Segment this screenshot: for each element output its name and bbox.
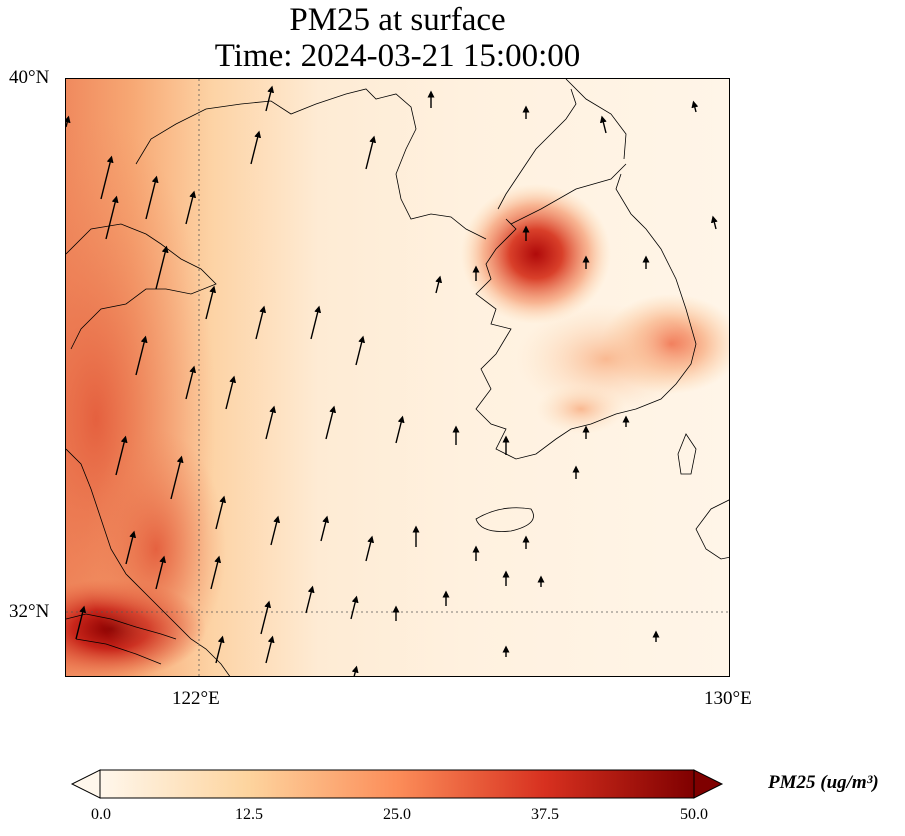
wind-arrow (185, 365, 197, 400)
wind-arrow (355, 335, 366, 366)
colorbar (70, 769, 724, 799)
wind-arrow (250, 130, 262, 165)
wind-arrow (225, 375, 237, 410)
colorbar-tick: 50.0 (680, 806, 708, 823)
wind-arrow (350, 595, 359, 620)
coastlines (66, 79, 729, 676)
wind-arrow (170, 455, 184, 500)
colorbar-tick: 37.5 (531, 806, 559, 823)
wind-arrow (210, 555, 222, 590)
coast-china-east (66, 448, 231, 676)
wind-arrow (365, 535, 375, 562)
colorbar-bar (99, 769, 695, 799)
coast-shandong (66, 223, 217, 350)
lon-label-130e: 130°E (704, 688, 752, 709)
wind-arrow (265, 635, 275, 664)
pm25-hotspot-central (516, 304, 696, 414)
coast-korea-east (615, 173, 697, 345)
wind-arrow (155, 245, 169, 290)
title-line-2: Time: 2024-03-21 15:00:00 (214, 38, 581, 74)
wind-arrow (185, 190, 197, 225)
pm25-map (66, 79, 729, 676)
wind-arrow (395, 415, 405, 444)
gridlines (66, 79, 729, 676)
wind-arrow (205, 285, 217, 320)
map-frame (65, 78, 730, 677)
wind-arrow (599, 115, 607, 134)
wind-arrow (320, 515, 330, 542)
map-title: PM25 at surface Time: 2024-03-21 15:00:0… (0, 2, 795, 74)
coast-jeju (475, 507, 534, 532)
colorbar-extend-high (693, 769, 724, 799)
title-line-1: PM25 at surface (289, 2, 506, 38)
wind-arrow (155, 555, 167, 590)
wind-arrow (260, 600, 272, 635)
wind-arrow (66, 115, 71, 128)
wind-arrow (325, 405, 337, 440)
coast-korea-west (475, 218, 697, 460)
coast-tsushima (677, 433, 697, 475)
pm25-hotspot-seoul (461, 184, 611, 324)
wind-arrow (135, 335, 148, 376)
wind-arrow (351, 665, 359, 676)
pm25-plume-south (86, 429, 226, 669)
pm25-hotspot-south (536, 384, 626, 434)
wind-arrow (100, 155, 114, 200)
wind-arrow (365, 135, 377, 170)
lat-label-32n: 32°N (9, 601, 50, 622)
wind-arrow (435, 275, 443, 294)
colorbar-label: PM25 (ug/m³) (768, 772, 879, 793)
wind-arrow (270, 515, 281, 546)
wind-arrow (215, 495, 227, 530)
colorbar-extend-low (70, 769, 101, 799)
coast-liaodong (135, 88, 487, 240)
lon-label-122e: 122°E (172, 688, 220, 709)
coast-korea-ne (565, 79, 627, 160)
wind-arrow (145, 175, 159, 220)
coast-north-korea (497, 88, 577, 210)
colorbar-tick: 0.0 (91, 806, 111, 823)
wind-arrow (75, 605, 87, 640)
wind-arrow (310, 305, 322, 340)
wind-arrow (215, 635, 225, 664)
colorbar-tick: 25.0 (383, 806, 411, 823)
dmz-border (510, 163, 627, 225)
wind-arrow (125, 530, 137, 565)
wind-arrow (265, 85, 275, 112)
wind-arrow (255, 305, 267, 340)
wind-arrow (691, 100, 699, 113)
wind-arrow (105, 195, 119, 240)
wind-arrow (265, 405, 277, 440)
lat-label-40n: 40°N (9, 67, 50, 88)
colorbar-tick: 12.5 (235, 806, 263, 823)
wind-arrow (710, 215, 718, 230)
coast-kyushu (695, 499, 729, 560)
wind-arrow (115, 435, 128, 476)
wind-vectors (66, 85, 718, 676)
wind-arrow (305, 585, 315, 614)
